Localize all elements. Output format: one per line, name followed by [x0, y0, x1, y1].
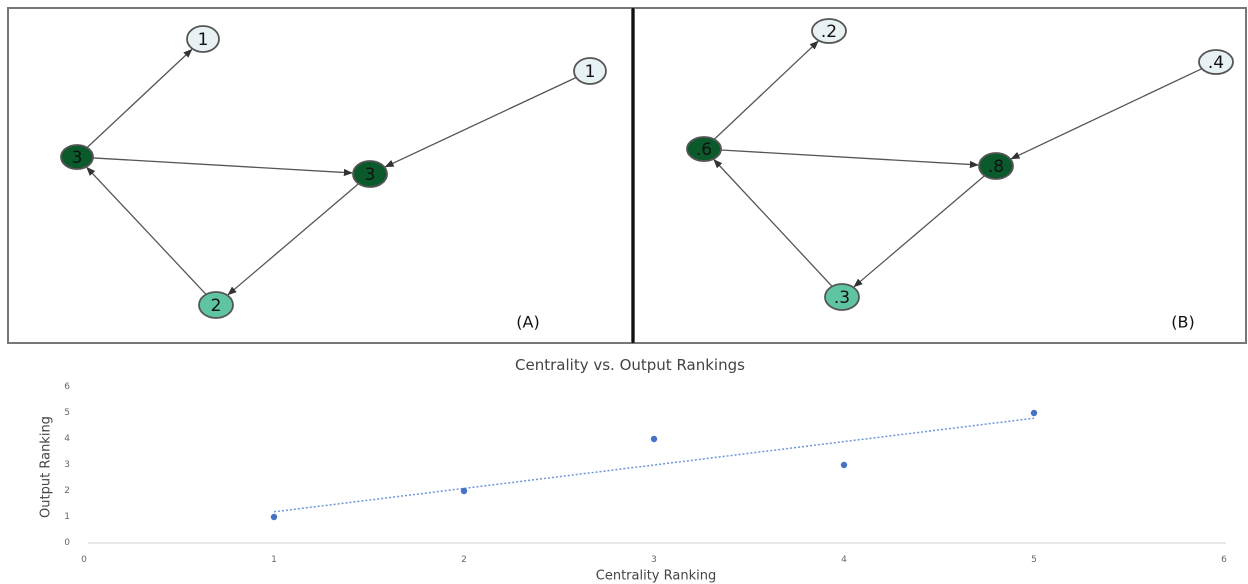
graph-a-nodes: 1 1 3 3 2 — [60, 25, 607, 319]
graph-a-node: 3 — [352, 160, 388, 188]
y-tick-label: 1 — [64, 512, 70, 522]
x-tick-labels: 0 1 2 3 4 5 6 — [81, 555, 1227, 565]
x-tick-label: 4 — [841, 555, 847, 565]
x-tick-label: 3 — [651, 555, 657, 565]
graph-a-node-label: 2 — [211, 296, 222, 316]
graph-b-edge-b3-to-b1 — [713, 40, 819, 140]
graph-b-node-label: .2 — [821, 22, 837, 42]
x-tick-label: 1 — [271, 555, 277, 565]
x-tick-label: 5 — [1031, 555, 1037, 565]
graph-b-node-circle — [824, 283, 860, 311]
chart-title: Centrality vs. Output Rankings — [515, 356, 745, 374]
y-tick-labels: 0 1 2 3 4 5 6 — [64, 382, 70, 548]
graph-a-node-circle — [352, 160, 388, 188]
graph-a-node: 2 — [198, 291, 234, 319]
graph-b-edges — [713, 40, 1203, 288]
graph-b-node-label: .4 — [1208, 53, 1224, 73]
scatter-point — [840, 461, 848, 469]
y-tick-label: 3 — [64, 460, 70, 470]
graph-b-edge-b4-to-b5 — [853, 175, 986, 288]
graph-b-node-label: .3 — [834, 288, 850, 308]
scatter-points — [270, 409, 1038, 521]
graph-a-node: 1 — [573, 57, 607, 85]
graph-b-node-circle — [1198, 49, 1234, 75]
graph-a-node-label: 1 — [585, 62, 596, 82]
scatter-point — [460, 487, 468, 495]
graph-a-edge-a4-to-a5 — [227, 183, 360, 296]
y-tick-label: 2 — [64, 486, 70, 496]
panel-b-frame — [633, 7, 1247, 344]
graph-b-node: .3 — [824, 283, 860, 311]
graph-a-node-circle — [186, 25, 220, 53]
scatter-chart: Centrality vs. Output Rankings 0 1 2 3 4 5 6 0… — [39, 356, 1228, 584]
y-tick-label: 0 — [64, 538, 70, 548]
graph-b-node-circle — [978, 152, 1014, 180]
y-tick-label: 6 — [64, 382, 70, 392]
graph-b-node-circle — [686, 136, 722, 162]
graph-a-node-circle — [573, 57, 607, 85]
graph-b-node: .4 — [1198, 49, 1234, 75]
graph-b-edge-b3-to-b4 — [720, 149, 979, 169]
panel-b-label: (B) — [1171, 313, 1194, 332]
x-tick-label: 6 — [1221, 555, 1227, 565]
panel-a-label: (A) — [516, 313, 539, 332]
graph-a-node-circle — [198, 291, 234, 319]
graph-b-node: .2 — [811, 18, 847, 44]
y-tick-label: 5 — [64, 408, 70, 418]
graph-b: .2 .4 .6 .8 .3 (B) — [686, 18, 1234, 332]
graph-b-edge-b2-to-b4 — [1010, 68, 1203, 160]
graph-b-edge-b5-to-b3 — [713, 159, 833, 287]
graph-a-edges — [86, 48, 577, 296]
graph-a-node: 1 — [186, 25, 220, 53]
graph-a-node-label: 3 — [72, 148, 83, 168]
graph-a-node-circle — [60, 144, 94, 170]
x-tick-label: 2 — [461, 555, 467, 565]
scatter-point — [650, 435, 658, 443]
panel-a-frame — [7, 7, 633, 344]
y-tick-label: 4 — [64, 434, 70, 444]
graph-a-node: 3 — [60, 144, 94, 170]
graph-a-edge-a2-to-a4 — [384, 76, 577, 168]
y-axis-title: Output Ranking — [39, 416, 54, 518]
x-axis-title: Centrality Ranking — [596, 569, 716, 584]
x-tick-label: 0 — [81, 555, 87, 565]
graph-a-edge-a3-to-a4 — [92, 157, 353, 177]
graph-a: 1 1 3 3 2 (A) — [60, 25, 607, 332]
graph-b-node-circle — [811, 18, 847, 44]
scatter-point — [270, 513, 278, 521]
graph-a-node-label: 3 — [365, 165, 376, 185]
graph-b-node: .8 — [978, 152, 1014, 180]
graph-b-node: .6 — [686, 136, 722, 162]
graph-b-node-label: .8 — [988, 157, 1004, 177]
graph-a-edge-a5-to-a3 — [86, 166, 207, 295]
graph-a-node-label: 1 — [198, 30, 209, 50]
graph-b-node-label: .6 — [696, 140, 712, 160]
graph-b-nodes: .2 .4 .6 .8 .3 — [686, 18, 1234, 311]
trendline — [273, 417, 1035, 513]
scatter-point — [1030, 409, 1038, 417]
graph-a-edge-a3-to-a1 — [86, 48, 193, 149]
